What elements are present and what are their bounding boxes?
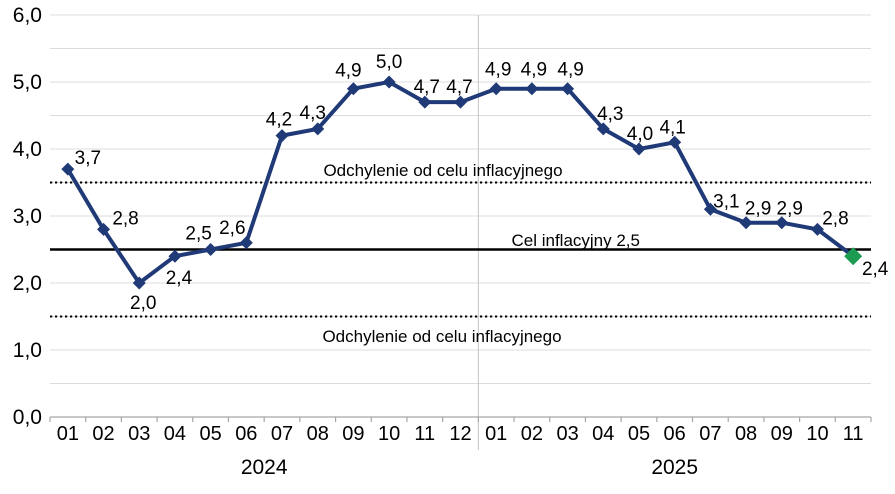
data-point-marker bbox=[382, 75, 396, 89]
data-point-marker bbox=[346, 82, 360, 96]
x-axis-month-label: 09 bbox=[771, 423, 793, 445]
point-value-label: 4,3 bbox=[597, 104, 623, 125]
point-value-label: 4,7 bbox=[414, 77, 440, 98]
point-value-label: 2,5 bbox=[185, 224, 211, 245]
data-point-marker bbox=[311, 122, 325, 136]
x-axis-month-label: 12 bbox=[449, 423, 471, 445]
data-point-marker bbox=[632, 142, 646, 156]
point-value-label: 2,0 bbox=[130, 293, 156, 314]
x-axis-month-label: 11 bbox=[843, 423, 864, 445]
point-value-label: 4,2 bbox=[266, 110, 292, 131]
target-line-annotation: Cel inflacyjny 2,5 bbox=[511, 231, 640, 250]
data-point-marker bbox=[454, 95, 467, 109]
latest-data-point-marker bbox=[844, 247, 863, 266]
data-point-marker bbox=[61, 162, 75, 176]
x-axis-month-label: 03 bbox=[128, 423, 150, 445]
y-axis-tick-label: 0,0 bbox=[13, 406, 42, 429]
point-value-label: 3,1 bbox=[713, 191, 739, 212]
data-point-marker bbox=[703, 202, 717, 216]
x-axis-month-label: 08 bbox=[307, 423, 329, 445]
data-point-marker bbox=[275, 129, 289, 143]
point-value-label: 2,4 bbox=[166, 268, 193, 289]
x-axis-month-label: 09 bbox=[342, 423, 364, 445]
point-value-label: 2,9 bbox=[745, 199, 771, 220]
y-axis-tick-label: 5,0 bbox=[13, 71, 42, 94]
y-axis-tick-label: 3,0 bbox=[13, 205, 42, 228]
x-axis-month-label: 04 bbox=[592, 423, 614, 445]
point-value-label: 2,6 bbox=[219, 218, 245, 239]
x-axis-month-label: 01 bbox=[485, 423, 507, 445]
data-point-marker bbox=[810, 222, 824, 236]
data-point-marker bbox=[168, 249, 182, 263]
point-value-label: 4,1 bbox=[659, 117, 685, 138]
x-axis-month-label: 03 bbox=[556, 423, 578, 445]
point-value-label: 2,8 bbox=[822, 208, 848, 229]
lower-deviation-annotation: Odchylenie od celu inflacyjnego bbox=[322, 327, 561, 346]
data-point-marker bbox=[739, 216, 753, 230]
x-axis-month-label: 05 bbox=[628, 423, 650, 445]
point-value-label: 4,9 bbox=[485, 60, 511, 81]
x-axis-month-label: 02 bbox=[521, 423, 543, 445]
point-value-label: 3,7 bbox=[75, 148, 101, 169]
data-point-marker bbox=[561, 82, 575, 96]
data-point-marker bbox=[489, 82, 503, 96]
x-axis-month-label: 04 bbox=[164, 423, 186, 445]
point-value-label: 5,0 bbox=[376, 52, 402, 73]
x-axis-month-label: 01 bbox=[57, 423, 79, 445]
data-point-marker bbox=[775, 216, 789, 230]
x-axis-month-label: 11 bbox=[414, 423, 435, 445]
point-value-label: 4,9 bbox=[557, 60, 583, 81]
data-point-marker bbox=[97, 222, 111, 236]
y-axis-tick-label: 6,0 bbox=[13, 4, 42, 27]
x-axis-month-label: 05 bbox=[200, 423, 222, 445]
x-axis-year-label: 2025 bbox=[651, 456, 698, 479]
data-point-marker bbox=[596, 122, 610, 136]
point-value-label: 2,8 bbox=[112, 208, 138, 229]
x-axis-month-label: 10 bbox=[806, 423, 828, 445]
point-value-label: 4,7 bbox=[446, 77, 472, 98]
data-point-marker bbox=[204, 243, 218, 256]
data-point-marker bbox=[239, 236, 253, 250]
data-point-marker bbox=[525, 82, 539, 96]
data-point-marker bbox=[668, 135, 682, 149]
point-value-label: 4,0 bbox=[627, 124, 653, 145]
x-axis-year-label: 2024 bbox=[241, 456, 288, 479]
point-value-label: 4,9 bbox=[335, 61, 361, 82]
data-point-marker bbox=[418, 95, 432, 109]
x-axis-month-label: 07 bbox=[271, 423, 293, 445]
x-axis-month-label: 08 bbox=[735, 423, 757, 445]
upper-deviation-annotation: Odchylenie od celu inflacyjnego bbox=[323, 161, 562, 180]
x-axis-month-label: 06 bbox=[664, 423, 686, 445]
y-axis-tick-label: 1,0 bbox=[13, 339, 42, 362]
point-value-label: 2,4 bbox=[862, 259, 889, 280]
y-axis-tick-label: 2,0 bbox=[13, 272, 42, 295]
point-value-label: 2,9 bbox=[777, 199, 803, 220]
point-value-label: 4,9 bbox=[521, 60, 547, 81]
point-value-label: 4,3 bbox=[300, 103, 326, 124]
y-axis-tick-label: 4,0 bbox=[13, 138, 42, 161]
x-axis-month-label: 06 bbox=[235, 423, 257, 445]
x-axis-month-label: 10 bbox=[378, 423, 400, 445]
data-point-marker bbox=[132, 276, 146, 290]
x-axis-month-label: 07 bbox=[699, 423, 721, 445]
x-axis-month-label: 02 bbox=[92, 423, 114, 445]
